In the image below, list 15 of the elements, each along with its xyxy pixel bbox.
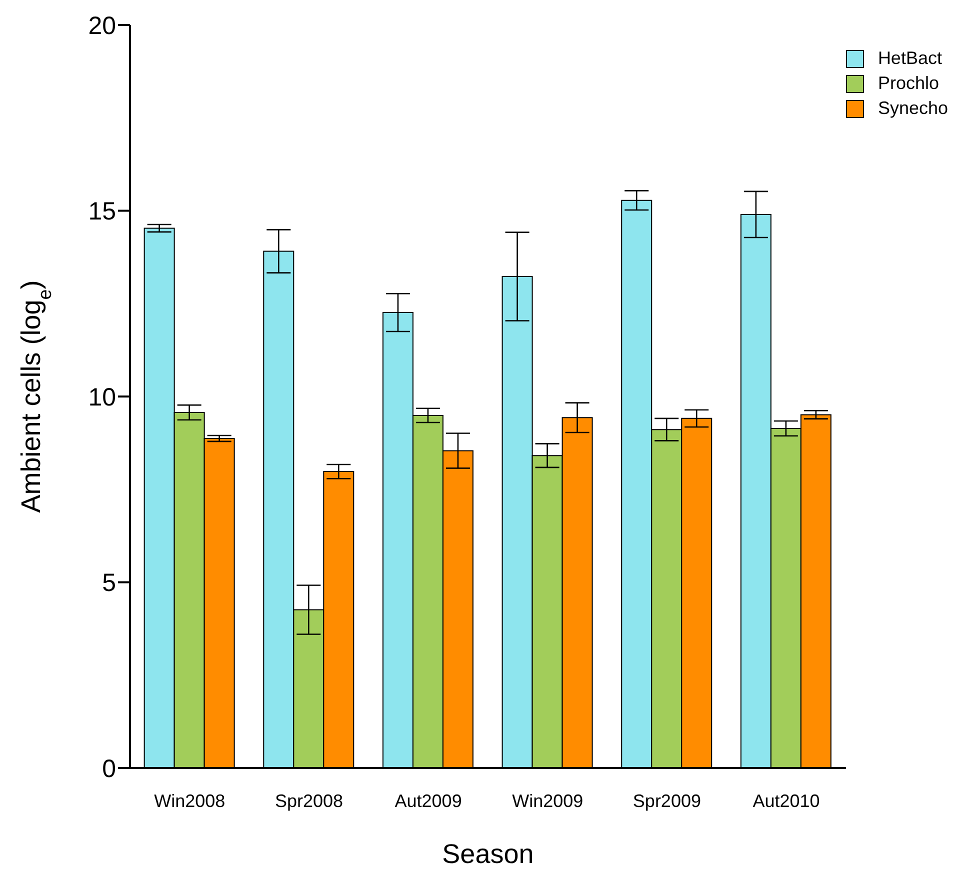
- y-tick-label: 0: [102, 754, 116, 783]
- x-axis-title: Season: [442, 839, 534, 869]
- x-tick-label: Win2009: [512, 790, 584, 811]
- legend-label: Prochlo: [878, 73, 939, 94]
- x-tick-label: Aut2010: [752, 790, 820, 811]
- x-tick-label: Spr2009: [632, 790, 701, 811]
- x-tick-label: Aut2009: [394, 790, 462, 811]
- x-tick-label: Spr2008: [274, 790, 344, 811]
- legend-label: Synecho: [878, 98, 948, 119]
- x-tick-label: Win2008: [154, 790, 226, 811]
- y-tick-label: 5: [102, 569, 116, 598]
- y-tick-label: 15: [88, 198, 116, 226]
- legend-label: HetBact: [878, 48, 942, 69]
- y-tick-label: 20: [88, 12, 116, 40]
- y-tick-label: 10: [88, 383, 116, 412]
